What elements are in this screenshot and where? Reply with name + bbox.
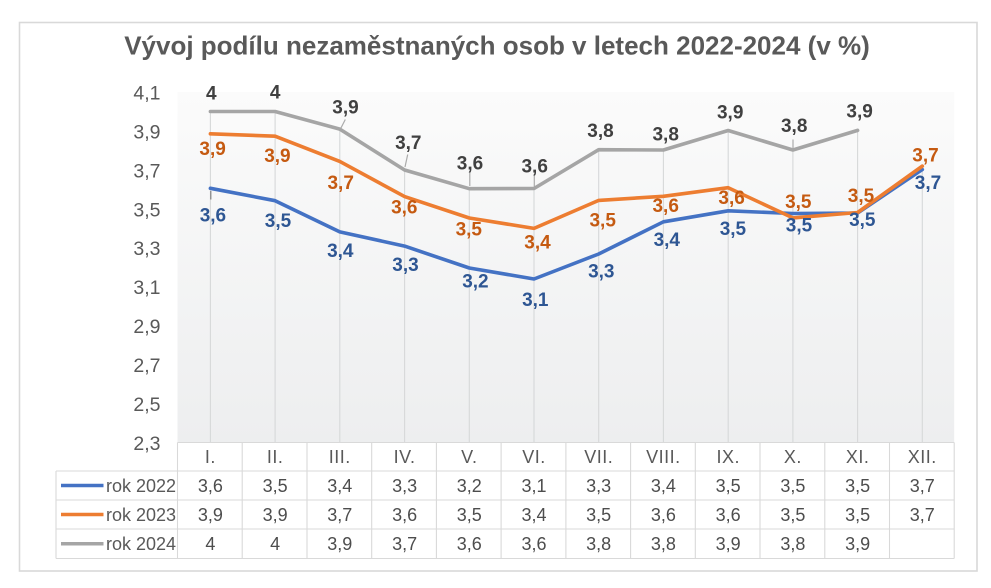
svg-text:3,5: 3,5	[589, 211, 616, 232]
svg-text:3,5: 3,5	[716, 476, 741, 496]
svg-text:3,1: 3,1	[521, 476, 546, 496]
svg-text:3,4: 3,4	[327, 476, 352, 496]
svg-text:3,6: 3,6	[651, 505, 676, 525]
svg-text:3,9: 3,9	[327, 534, 352, 554]
svg-text:4,1: 4,1	[133, 83, 160, 105]
svg-text:4: 4	[270, 83, 281, 104]
svg-text:3,2: 3,2	[462, 271, 488, 292]
svg-text:3,5: 3,5	[849, 210, 876, 231]
svg-text:3,5: 3,5	[457, 505, 482, 525]
svg-text:2,5: 2,5	[133, 394, 160, 416]
svg-text:3,7: 3,7	[133, 160, 160, 182]
svg-text:3,5: 3,5	[586, 505, 611, 525]
svg-text:3,8: 3,8	[781, 116, 807, 137]
svg-text:3,7: 3,7	[915, 173, 941, 194]
svg-text:3,3: 3,3	[588, 261, 614, 282]
svg-text:VI.: VI.	[522, 447, 546, 467]
svg-text:2,9: 2,9	[133, 316, 160, 338]
svg-text:2,7: 2,7	[133, 355, 160, 377]
svg-text:II.: II.	[267, 447, 284, 467]
svg-text:3,9: 3,9	[716, 534, 741, 554]
svg-text:3,9: 3,9	[198, 505, 223, 525]
svg-text:3,6: 3,6	[716, 505, 741, 525]
svg-text:3,3: 3,3	[392, 476, 417, 496]
svg-text:3,3: 3,3	[392, 255, 418, 276]
svg-text:3,9: 3,9	[717, 102, 743, 123]
svg-text:rok 2023: rok 2023	[106, 505, 176, 525]
svg-text:3,6: 3,6	[457, 153, 483, 174]
svg-text:3,9: 3,9	[133, 121, 160, 143]
svg-text:IX.: IX.	[716, 447, 740, 467]
svg-text:3,7: 3,7	[392, 534, 417, 554]
svg-text:3,5: 3,5	[780, 476, 805, 496]
svg-text:3,6: 3,6	[521, 157, 547, 178]
svg-text:3,5: 3,5	[786, 215, 813, 236]
svg-text:XI.: XI.	[846, 447, 870, 467]
svg-text:3,1: 3,1	[522, 290, 549, 311]
svg-text:IV.: IV.	[394, 447, 416, 467]
svg-text:4: 4	[205, 534, 215, 554]
svg-text:3,9: 3,9	[264, 146, 290, 167]
svg-text:3,9: 3,9	[846, 102, 872, 123]
svg-text:3,4: 3,4	[521, 505, 546, 525]
svg-text:I.: I.	[205, 447, 216, 467]
svg-text:3,4: 3,4	[327, 241, 354, 262]
svg-text:X.: X.	[784, 447, 802, 467]
svg-text:Vývoj podílu nezaměstnaných os: Vývoj podílu nezaměstnaných osob v letec…	[124, 31, 870, 61]
svg-text:3,5: 3,5	[845, 476, 870, 496]
svg-text:3,5: 3,5	[720, 219, 747, 240]
svg-text:3,9: 3,9	[263, 505, 288, 525]
svg-text:3,8: 3,8	[587, 121, 613, 142]
svg-text:3,6: 3,6	[392, 505, 417, 525]
svg-text:3,7: 3,7	[327, 505, 352, 525]
svg-text:VIII.: VIII.	[646, 447, 681, 467]
svg-text:3,6: 3,6	[391, 198, 417, 219]
svg-text:2,3: 2,3	[133, 433, 160, 455]
svg-text:3,4: 3,4	[524, 233, 551, 254]
svg-text:3,6: 3,6	[200, 205, 226, 226]
svg-text:4: 4	[206, 83, 217, 104]
svg-text:3,5: 3,5	[780, 505, 805, 525]
svg-text:III.: III.	[329, 447, 351, 467]
svg-text:4: 4	[270, 534, 280, 554]
svg-text:3,8: 3,8	[586, 534, 611, 554]
svg-text:3,3: 3,3	[133, 238, 160, 260]
svg-text:3,7: 3,7	[910, 476, 935, 496]
svg-text:3,5: 3,5	[845, 505, 870, 525]
svg-text:3,2: 3,2	[457, 476, 482, 496]
svg-text:3,7: 3,7	[327, 173, 353, 194]
svg-text:3,6: 3,6	[457, 534, 482, 554]
svg-text:3,9: 3,9	[845, 534, 870, 554]
svg-text:3,7: 3,7	[910, 505, 935, 525]
svg-text:3,6: 3,6	[718, 188, 744, 209]
svg-text:3,8: 3,8	[652, 125, 678, 146]
svg-text:3,4: 3,4	[654, 230, 681, 251]
svg-text:3,6: 3,6	[652, 196, 678, 217]
svg-text:3,9: 3,9	[332, 98, 358, 119]
svg-text:3,3: 3,3	[586, 476, 611, 496]
svg-text:3,1: 3,1	[133, 277, 160, 299]
svg-text:3,5: 3,5	[133, 199, 160, 221]
svg-text:3,8: 3,8	[651, 534, 676, 554]
svg-text:3,9: 3,9	[199, 139, 225, 160]
svg-text:3,5: 3,5	[265, 211, 292, 232]
svg-text:3,5: 3,5	[848, 186, 875, 207]
svg-text:VII.: VII.	[584, 447, 613, 467]
svg-text:XII.: XII.	[908, 447, 937, 467]
svg-text:3,8: 3,8	[780, 534, 805, 554]
svg-text:3,6: 3,6	[521, 534, 546, 554]
svg-text:3,7: 3,7	[395, 133, 421, 154]
svg-text:rok 2024: rok 2024	[106, 534, 176, 554]
svg-text:V.: V.	[461, 447, 477, 467]
svg-text:3,4: 3,4	[651, 476, 676, 496]
svg-text:3,5: 3,5	[785, 192, 812, 213]
svg-text:3,5: 3,5	[456, 220, 483, 241]
svg-text:3,7: 3,7	[912, 145, 938, 166]
svg-text:3,5: 3,5	[263, 476, 288, 496]
svg-text:rok 2022: rok 2022	[106, 476, 176, 496]
svg-text:3,6: 3,6	[198, 476, 223, 496]
